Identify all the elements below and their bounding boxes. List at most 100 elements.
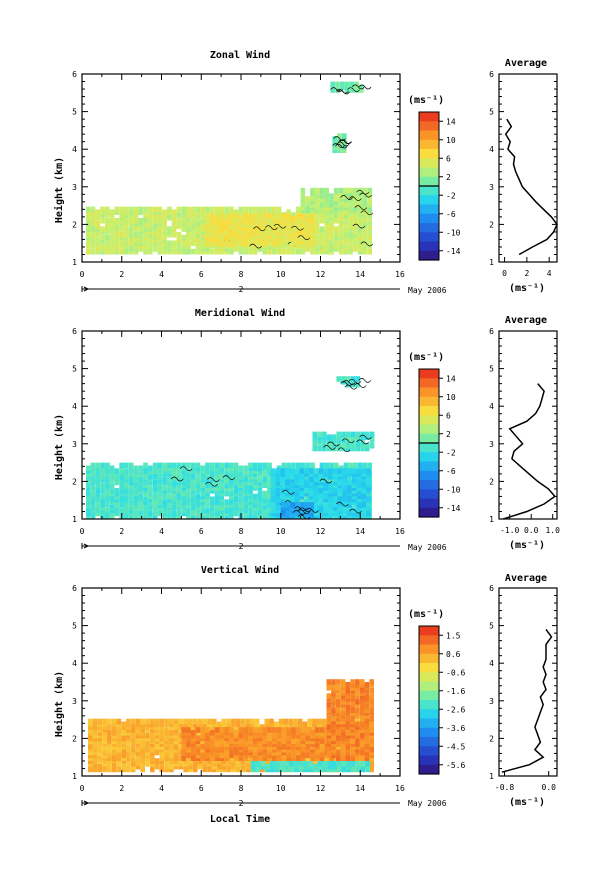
- heat-cell: [314, 217, 320, 224]
- heat-cell: [148, 493, 153, 500]
- heat-cell: [343, 246, 349, 252]
- y-tick-label: 4: [72, 145, 77, 154]
- heat-cell: [366, 504, 371, 511]
- heat-cell: [135, 718, 141, 725]
- heat-cell: [300, 241, 306, 247]
- heat-cell: [364, 715, 370, 722]
- colorbar-segment: [419, 700, 439, 710]
- heat-cell: [270, 510, 276, 517]
- heat-cell: [336, 741, 341, 747]
- heat-cell: [143, 217, 148, 224]
- colorbar-segment: [419, 727, 439, 738]
- x-tick-label: 14: [355, 784, 365, 793]
- profile-y-tick-label: 5: [489, 622, 494, 631]
- heat-cell: [186, 746, 191, 753]
- heat-cell: [340, 746, 346, 753]
- heat-cell: [324, 199, 330, 205]
- heat-cell: [351, 507, 357, 514]
- contour-line: [332, 136, 353, 149]
- heat-cell: [154, 758, 160, 764]
- profile-y-tick-label: 6: [489, 70, 494, 79]
- x-tick-label: 6: [199, 784, 204, 793]
- heat-cell: [219, 738, 225, 744]
- heat-cell: [138, 479, 143, 486]
- heat-cell: [350, 684, 355, 691]
- heat-cell: [324, 232, 330, 238]
- heat-cell: [190, 234, 196, 241]
- y-tick-label: 5: [72, 108, 77, 117]
- profile-frame: [498, 330, 558, 520]
- vertical-date-label: May 2006: [408, 799, 447, 808]
- heat-cell: [238, 727, 244, 733]
- heat-cell: [342, 479, 347, 486]
- heat-cell: [305, 738, 310, 744]
- heat-cell: [359, 679, 365, 685]
- heat-cell: [107, 730, 112, 736]
- heat-cell: [334, 246, 339, 252]
- heat-cell: [195, 232, 201, 238]
- heat-cell: [95, 493, 101, 500]
- heat-cell: [119, 471, 124, 477]
- heat-cell: [107, 724, 112, 730]
- heat-cell: [100, 462, 105, 469]
- heat-cell: [346, 761, 351, 767]
- heat-cell: [238, 746, 244, 753]
- vertical-x-ticks: 0 2 4 6 8 10 12 14 16: [80, 588, 405, 793]
- heat-cell: [324, 246, 330, 252]
- heat-cell: [305, 752, 310, 759]
- heat-cell: [105, 490, 110, 497]
- heat-cell: [355, 721, 360, 728]
- x-tick-label: 10: [276, 270, 286, 279]
- heat-cell: [173, 755, 179, 761]
- heat-cell: [105, 465, 110, 472]
- heat-cell: [299, 479, 304, 486]
- heat-cell: [350, 715, 355, 722]
- heat-cell: [313, 504, 319, 511]
- heat-cell: [309, 502, 314, 508]
- heat-cell: [90, 490, 96, 497]
- heat-cell: [105, 493, 110, 500]
- heat-cell: [252, 227, 258, 233]
- heat-cell: [109, 471, 115, 477]
- heat-cell: [310, 462, 315, 469]
- heat-cell: [181, 479, 186, 486]
- heat-cell: [332, 510, 338, 517]
- heat-cell: [337, 133, 342, 139]
- heat-cell: [121, 752, 126, 759]
- heat-cell: [367, 232, 372, 238]
- heat-cell: [270, 468, 276, 474]
- heat-cell: [350, 437, 356, 443]
- heat-cell: [310, 241, 315, 247]
- heat-cell: [128, 215, 134, 221]
- heat-cell: [303, 761, 308, 767]
- heat-cell: [238, 471, 244, 477]
- heat-cell: [124, 502, 129, 508]
- heat-cell: [319, 217, 325, 224]
- heat-cell: [336, 440, 341, 446]
- heat-cell: [188, 755, 193, 761]
- heat-cell: [169, 718, 174, 725]
- colorbar-tick-label: -6: [446, 467, 456, 476]
- heat-cell: [285, 502, 291, 508]
- heat-cell: [355, 755, 360, 761]
- heat-cell: [359, 707, 365, 713]
- heat-cell: [262, 465, 268, 472]
- heat-cell: [167, 232, 172, 238]
- heat-cell: [97, 741, 103, 747]
- heat-cell: [128, 479, 134, 486]
- heat-cell: [337, 510, 343, 517]
- heat-cell: [369, 715, 374, 722]
- vertical-wind-title: Vertical Wind: [201, 564, 279, 576]
- heat-cell: [332, 507, 338, 514]
- profile-x-tick-label: 0.0: [541, 783, 556, 792]
- heat-cell: [344, 81, 350, 88]
- heat-cell: [286, 746, 291, 753]
- heat-cell: [336, 761, 342, 767]
- heat-cell: [319, 746, 325, 753]
- y-tick-label: 6: [72, 70, 77, 79]
- heat-cell: [205, 755, 210, 761]
- heat-cell: [186, 471, 191, 477]
- heat-cell: [186, 246, 191, 252]
- heat-cell: [157, 462, 163, 469]
- heat-cell: [229, 493, 234, 500]
